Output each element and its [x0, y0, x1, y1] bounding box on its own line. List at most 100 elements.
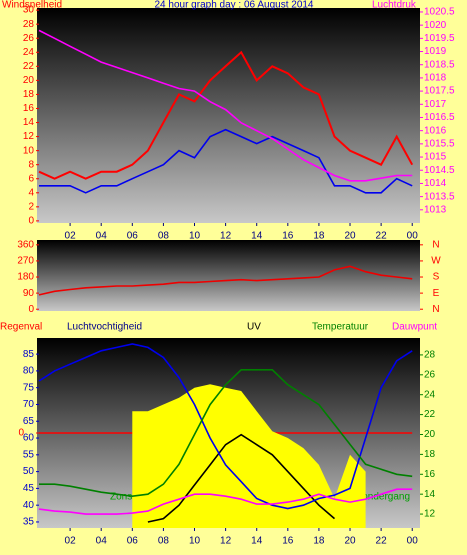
panel-direction	[37, 240, 420, 311]
x-tick-label: 10	[189, 231, 201, 242]
x-tick-label: 04	[96, 231, 108, 242]
x-tick-label: 00	[407, 231, 419, 242]
y-tick-label: 0	[28, 304, 34, 315]
y-tick-label: 2	[28, 201, 34, 212]
line	[38, 265, 413, 296]
x-tick-label: 20	[344, 231, 356, 242]
legend-label: Dauwpunt	[392, 322, 437, 333]
y2-tick-label: 1013	[424, 204, 447, 215]
line	[38, 343, 413, 510]
y-tick-label: 4	[28, 187, 34, 198]
y-tick-label: 180	[17, 272, 34, 283]
y2-tick-label: 18	[424, 449, 436, 460]
y2-tick-label: E	[433, 288, 440, 299]
y-tick-label: 50	[23, 466, 35, 477]
y-tick-label: 10	[23, 145, 35, 156]
y2-tick-label: 20	[424, 429, 436, 440]
y-tick-label: 20	[23, 75, 35, 86]
y2-tick-label: 14	[424, 489, 436, 500]
y2-tick-label: 1014.5	[424, 165, 455, 176]
x-tick-label: 16	[282, 536, 294, 547]
y-tick-label: 26	[23, 33, 35, 44]
y2-tick-label: W	[431, 256, 441, 267]
y2-tick-label: 22	[424, 409, 436, 420]
y2-tick-label: 16	[424, 469, 436, 480]
x-tick-label: 22	[376, 231, 388, 242]
y2-tick-label: 1018	[424, 73, 447, 84]
x-tick-label: 12	[220, 231, 232, 242]
x-tick-label: 02	[65, 231, 77, 242]
x-tick-label: 12	[220, 536, 232, 547]
line	[38, 50, 414, 180]
y2-tick-label: S	[433, 272, 440, 283]
chart-title: 24 hour graph day : 06 August 2014	[154, 0, 313, 11]
y-tick-label: 18	[23, 89, 35, 100]
y-tick-label: 12	[23, 131, 35, 142]
x-tick-label: 00	[407, 536, 419, 547]
y2-tick-label: 1017	[424, 99, 447, 110]
y2-tick-label: 1019.5	[424, 33, 455, 44]
y2-tick-label: 28	[424, 350, 436, 361]
y-tick-label: 90	[23, 288, 35, 299]
y-tick-label: 14	[23, 117, 35, 128]
x-tick-label: 04	[96, 536, 108, 547]
y-tick-label: 70	[23, 399, 35, 410]
legend-label: Windsnelheid	[2, 0, 62, 11]
y-tick-label: 8	[28, 159, 34, 170]
y-tick-label: 270	[17, 256, 34, 267]
y2-tick-label: 1019	[424, 46, 447, 57]
x-tick-label: 02	[65, 536, 77, 547]
y2-tick-label: 1020	[424, 20, 447, 31]
y-tick-label: 0	[28, 216, 34, 227]
y-tick-label: 30	[23, 5, 35, 16]
legend-label: Temperatuur	[312, 322, 369, 333]
x-tick-label: 18	[313, 231, 325, 242]
y2-tick-label: 1017.5	[424, 86, 455, 97]
y2-tick-label: 1013.5	[424, 191, 455, 202]
y3-tick-label: 0	[18, 428, 24, 439]
y2-tick-label: 1018.5	[424, 59, 455, 70]
x-tick-label: 14	[251, 536, 263, 547]
y-tick-label: 16	[23, 103, 35, 114]
x-tick-label: 22	[376, 536, 388, 547]
legend-label: Luchtvochtigheid	[67, 322, 142, 333]
line	[38, 488, 413, 515]
legend-label: Regenval	[0, 322, 42, 333]
y2-tick-label: 1020.5	[424, 7, 455, 18]
y-tick-label: 28	[23, 19, 35, 30]
x-tick-label: 18	[313, 536, 325, 547]
y-tick-label: 22	[23, 61, 35, 72]
x-tick-label: 08	[158, 536, 170, 547]
x-tick-label: 08	[158, 231, 170, 242]
y2-tick-label: 1016	[424, 125, 447, 136]
y2-tick-label: 26	[424, 369, 436, 380]
y-tick-label: 60	[23, 433, 35, 444]
x-tick-label: 14	[251, 231, 263, 242]
y2-tick-label: 24	[424, 389, 436, 400]
legend-label: Luchtdruk	[372, 0, 417, 11]
y2-tick-label: 1015.5	[424, 138, 455, 149]
line	[147, 433, 336, 523]
y-tick-label: 80	[23, 366, 35, 377]
y-tick-label: 75	[23, 382, 35, 393]
y-tick-label: 85	[23, 349, 35, 360]
x-tick-label: 10	[189, 536, 201, 547]
x-tick-label: 20	[344, 536, 356, 547]
x-tick-label: 06	[127, 231, 139, 242]
y-tick-label: 360	[17, 239, 34, 250]
annotation: Zonsondergang	[340, 492, 410, 503]
x-tick-label: 16	[282, 231, 294, 242]
y-tick-label: 40	[23, 500, 35, 511]
x-tick-label: 06	[127, 536, 139, 547]
y2-tick-label: N	[432, 304, 439, 315]
y2-tick-label: 1014	[424, 178, 447, 189]
y2-tick-label: 1016.5	[424, 112, 455, 123]
line	[38, 29, 413, 182]
y2-tick-label: N	[432, 239, 439, 250]
y-tick-label: 35	[23, 517, 35, 528]
y-tick-label: 55	[23, 449, 35, 460]
y-tick-label: 45	[23, 483, 35, 494]
line	[39, 368, 413, 498]
y-tick-label: 65	[23, 416, 35, 427]
